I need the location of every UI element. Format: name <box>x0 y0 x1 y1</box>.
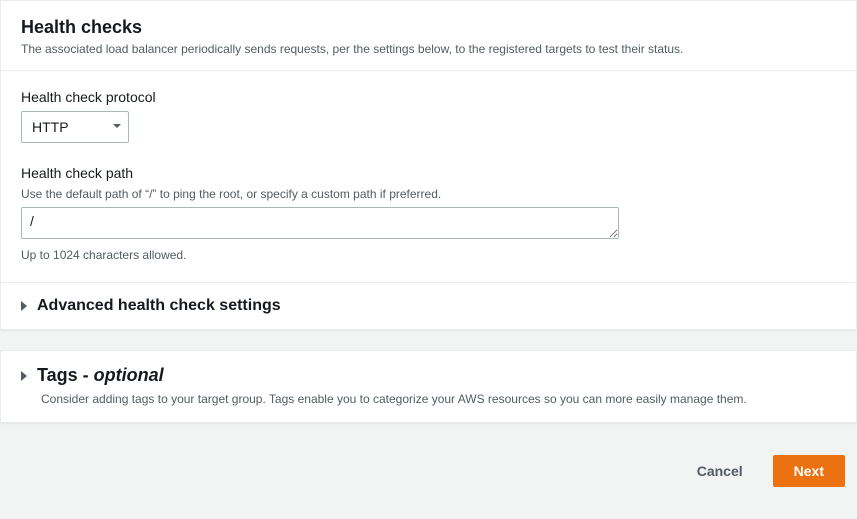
cancel-button[interactable]: Cancel <box>677 455 763 487</box>
health-checks-title: Health checks <box>21 17 836 38</box>
protocol-select[interactable]: HTTP <box>21 111 129 143</box>
tags-body: Tags - optional Consider adding tags to … <box>1 351 856 422</box>
protocol-select-value: HTTP <box>21 111 129 143</box>
advanced-settings-toggle[interactable]: Advanced health check settings <box>21 297 836 315</box>
health-checks-subtitle: The associated load balancer periodicall… <box>21 42 836 56</box>
tags-toggle[interactable]: Tags - optional <box>21 365 836 386</box>
footer-actions: Cancel Next <box>0 443 857 499</box>
path-label: Health check path <box>21 165 836 181</box>
caret-right-icon <box>21 371 27 381</box>
path-hint: Up to 1024 characters allowed. <box>21 248 836 262</box>
tags-title-optional: optional <box>94 365 164 385</box>
next-button[interactable]: Next <box>773 455 845 487</box>
path-description: Use the default path of “/” to ping the … <box>21 187 836 201</box>
tags-title-prefix: Tags - <box>37 365 94 385</box>
path-group: Health check path Use the default path o… <box>21 165 836 262</box>
path-input[interactable] <box>21 207 619 239</box>
health-checks-header: Health checks The associated load balanc… <box>1 1 856 71</box>
advanced-settings-label: Advanced health check settings <box>37 297 281 315</box>
protocol-label: Health check protocol <box>21 89 836 105</box>
tags-panel: Tags - optional Consider adding tags to … <box>0 350 857 423</box>
health-checks-body: Health check protocol HTTP Health check … <box>1 71 856 282</box>
tags-title: Tags - optional <box>37 365 164 386</box>
tags-description: Consider adding tags to your target grou… <box>41 392 836 406</box>
advanced-settings-section: Advanced health check settings <box>1 282 856 329</box>
protocol-group: Health check protocol HTTP <box>21 89 836 143</box>
caret-right-icon <box>21 301 27 311</box>
health-checks-panel: Health checks The associated load balanc… <box>0 0 857 330</box>
